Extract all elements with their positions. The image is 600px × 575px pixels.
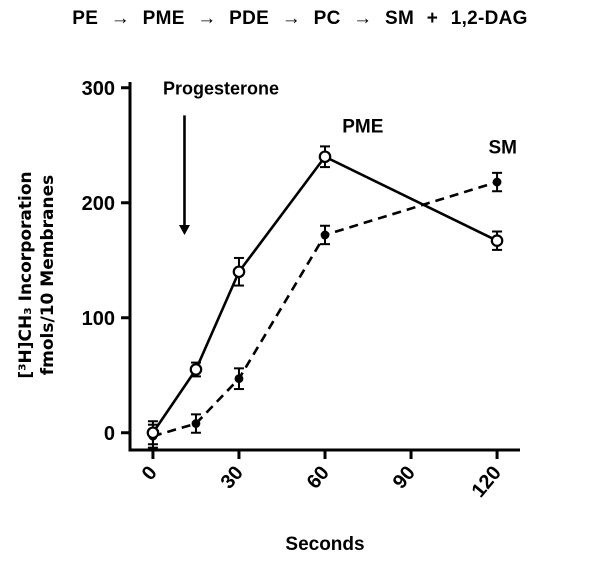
y-tick-label: 200 (82, 193, 115, 215)
x-tick-label: 60 (303, 462, 334, 493)
series-label-SM: SM (488, 137, 517, 158)
annotation-progesterone: Progesterone (163, 79, 279, 235)
pathway-header: PE → PME → PDE → PC → SM + 1,2-DAG (72, 8, 528, 29)
data-point-PME (232, 265, 246, 279)
arrow-head-icon (178, 224, 190, 235)
data-point-SM (492, 177, 502, 187)
y-axis-ticks: 0 100 200 300 (82, 78, 130, 445)
axes (128, 82, 520, 452)
y-tick-label: 0 (104, 423, 115, 445)
data-point-SM (320, 230, 330, 240)
data-point-PME (318, 150, 332, 164)
x-tick-label: 30 (217, 462, 248, 493)
x-tick-label: 90 (389, 462, 420, 493)
x-tick-label: 0 (138, 462, 162, 485)
y-tick-label: 100 (82, 308, 115, 330)
x-axis-title: Seconds (285, 534, 365, 555)
data-point-PME (189, 363, 203, 376)
annotation-label: Progesterone (163, 79, 279, 99)
series-SM: SM (147, 137, 517, 449)
y-tick-label: 300 (82, 78, 115, 100)
data-point-PME (146, 426, 160, 440)
x-tick-label: 120 (468, 462, 506, 502)
x-axis-ticks: 0 30 60 90 120 (138, 450, 506, 502)
data-point-SM (191, 419, 201, 428)
series-label-PME: PME (342, 117, 383, 138)
data-point-PME (490, 234, 504, 247)
series-PME: PME (146, 117, 504, 446)
data-point-SM (234, 374, 244, 384)
